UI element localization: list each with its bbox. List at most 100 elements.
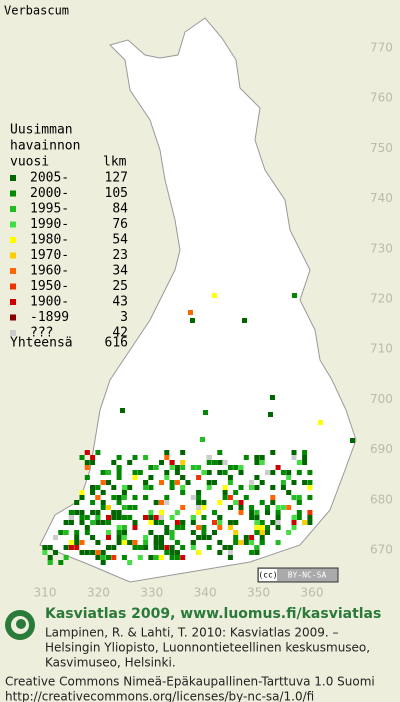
- legend-swatch: [10, 330, 16, 336]
- square: [270, 495, 276, 500]
- square: [233, 490, 239, 495]
- square: [159, 540, 164, 545]
- square: [153, 465, 159, 470]
- square: [233, 530, 239, 535]
- square: [95, 550, 101, 555]
- square: [296, 495, 302, 500]
- north-label: 760: [370, 91, 393, 105]
- square: [84, 530, 90, 535]
- square: [201, 500, 207, 505]
- square: [302, 455, 308, 460]
- square: [196, 535, 202, 540]
- square: [275, 525, 281, 530]
- square: [111, 460, 117, 465]
- citation-line: Lampinen, R. & Lahti, T. 2010: Kasviatla…: [45, 626, 339, 640]
- square: [227, 525, 233, 530]
- square: [249, 515, 255, 520]
- square: [42, 550, 48, 555]
- legend-count: 127: [105, 171, 128, 186]
- legend-count: 42: [112, 326, 128, 341]
- square: [201, 530, 207, 535]
- square: [153, 555, 159, 560]
- square: [95, 510, 101, 515]
- square: [116, 495, 122, 500]
- legend-label: -1899: [30, 310, 69, 325]
- square: [259, 480, 265, 485]
- logo: [5, 610, 35, 640]
- square: [95, 495, 101, 500]
- square: [132, 540, 138, 545]
- square: [270, 500, 276, 505]
- finland-outline: [39, 17, 357, 583]
- north-label: 730: [370, 241, 393, 255]
- square: [307, 515, 313, 520]
- legend-count: 105: [105, 186, 128, 201]
- square: [307, 470, 313, 475]
- square: [254, 525, 260, 530]
- square: [169, 485, 175, 490]
- count-header: lkm: [103, 155, 127, 170]
- square: [84, 525, 90, 530]
- square: [121, 490, 127, 495]
- square: [121, 555, 127, 560]
- square: [74, 535, 80, 540]
- square: [121, 485, 127, 490]
- square: [243, 535, 249, 540]
- square: [47, 545, 53, 550]
- square: [159, 545, 164, 550]
- square: [190, 530, 196, 535]
- legend-swatch: [10, 299, 16, 305]
- square: [132, 470, 138, 475]
- square: [217, 450, 223, 455]
- citation-line: Helsingin Yliopisto, Luonnontieteellinen…: [45, 641, 370, 655]
- square: [159, 555, 164, 560]
- legend-header: Uusimman: [10, 123, 73, 138]
- square: [291, 525, 297, 530]
- square: [137, 470, 143, 475]
- square: [164, 500, 170, 505]
- square: [212, 530, 217, 535]
- square: [159, 500, 164, 505]
- square: [302, 450, 308, 455]
- square: [84, 475, 90, 480]
- square: [265, 505, 270, 510]
- square: [227, 475, 233, 480]
- square: [143, 540, 149, 545]
- square: [143, 485, 149, 490]
- square: [42, 545, 48, 550]
- square: [259, 535, 265, 540]
- square: [169, 535, 175, 540]
- square: [270, 520, 276, 525]
- square: [307, 480, 313, 485]
- square: [217, 550, 223, 555]
- square: [106, 530, 111, 535]
- square: [116, 535, 122, 540]
- square: [249, 540, 255, 545]
- north-label: 750: [370, 141, 393, 155]
- legend-count: 76: [112, 217, 128, 232]
- square: [286, 530, 292, 535]
- square: [242, 318, 247, 323]
- square: [280, 480, 286, 485]
- square: [79, 550, 85, 555]
- north-label: 680: [370, 492, 393, 506]
- square: [84, 465, 90, 470]
- square: [74, 510, 80, 515]
- square: [254, 510, 260, 515]
- square: [206, 535, 212, 540]
- square: [106, 520, 111, 525]
- square: [68, 510, 74, 515]
- square: [254, 475, 260, 480]
- square: [196, 500, 202, 505]
- square: [106, 515, 111, 520]
- square: [180, 450, 186, 455]
- east-label: 320: [87, 586, 110, 600]
- legend-label: 2000-: [30, 186, 69, 201]
- square: [95, 485, 101, 490]
- citation-line: Kasvimuseo, Helsinki.: [45, 656, 176, 670]
- legend-swatch: [10, 206, 16, 212]
- square: [164, 530, 170, 535]
- east-label: 330: [140, 586, 163, 600]
